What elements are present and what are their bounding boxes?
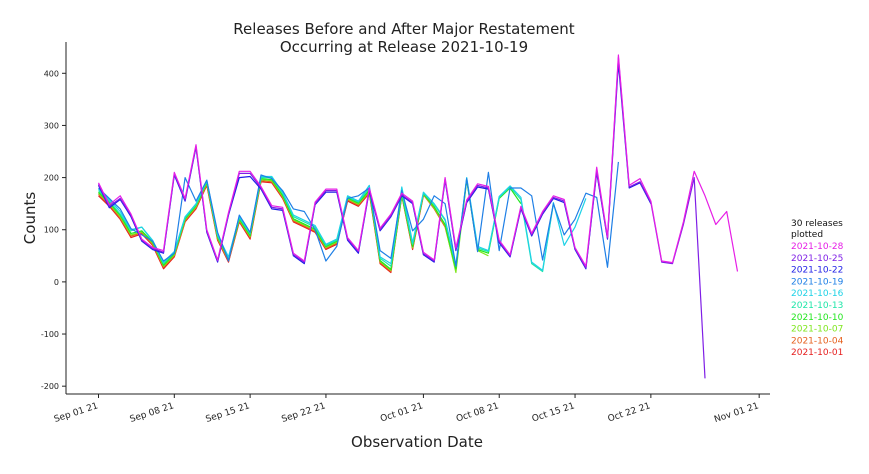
legend-entry: 2021-10-22	[791, 266, 843, 276]
legend-entry: 2021-10-19	[791, 277, 844, 287]
legend: 30 releases plotted 2021-10-28 2021-10-25…	[791, 219, 844, 358]
legend-entry: 2021-10-13	[791, 301, 843, 311]
y-tick-label: 300	[44, 121, 59, 130]
legend-entry: 2021-10-10	[791, 313, 844, 323]
y-ticks: -200 -100 0 100 200 300 400	[41, 69, 66, 391]
x-ticks: Sep 01 21 Sep 08 21 Sep 15 21 Sep 22 21 Oct …	[53, 394, 760, 425]
legend-entry: 2021-10-16	[791, 289, 844, 299]
x-axis-label: Observation Date	[351, 433, 483, 451]
x-tick-label: Sep 15 21	[205, 401, 251, 425]
series-line-9	[97, 54, 739, 272]
series-line-8	[97, 56, 706, 379]
x-tick-label: Oct 15 21	[531, 401, 576, 424]
legend-entry: 2021-10-04	[791, 336, 844, 346]
series-line-6	[98, 161, 619, 268]
y-tick-label: 100	[44, 226, 59, 235]
legend-entry: 2021-10-01	[791, 348, 843, 358]
y-tick-label: 0	[54, 278, 59, 287]
series-lines	[97, 54, 739, 379]
axes	[65, 42, 770, 395]
y-tick-label: 200	[44, 174, 59, 183]
x-tick-label: Sep 08 21	[129, 401, 175, 425]
x-tick-label: Oct 22 21	[607, 401, 652, 424]
series-line-3	[98, 178, 522, 270]
legend-title-line-2: plotted	[791, 230, 823, 240]
legend-entry: 2021-10-28	[791, 242, 844, 252]
chart-title: Releases Before and After Major Restatem…	[233, 20, 575, 56]
y-tick-label: -200	[41, 382, 59, 391]
y-tick-label: -100	[41, 330, 59, 339]
legend-title-line-1: 30 releases	[791, 219, 843, 229]
legend-entry: 2021-10-25	[791, 254, 843, 264]
y-tick-label: 400	[44, 69, 59, 78]
y-axis-label: Counts	[21, 192, 39, 245]
x-tick-label: Oct 01 21	[379, 401, 424, 424]
chart-title-line-1: Releases Before and After Major Restatem…	[233, 20, 575, 38]
x-tick-label: Sep 01 21	[53, 401, 99, 425]
x-tick-label: Oct 08 21	[455, 401, 500, 424]
x-tick-label: Sep 22 21	[280, 401, 326, 425]
chart-title-line-2: Occurring at Release 2021-10-19	[280, 38, 528, 56]
x-tick-label: Nov 01 21	[713, 401, 760, 425]
legend-entry: 2021-10-07	[791, 325, 843, 335]
